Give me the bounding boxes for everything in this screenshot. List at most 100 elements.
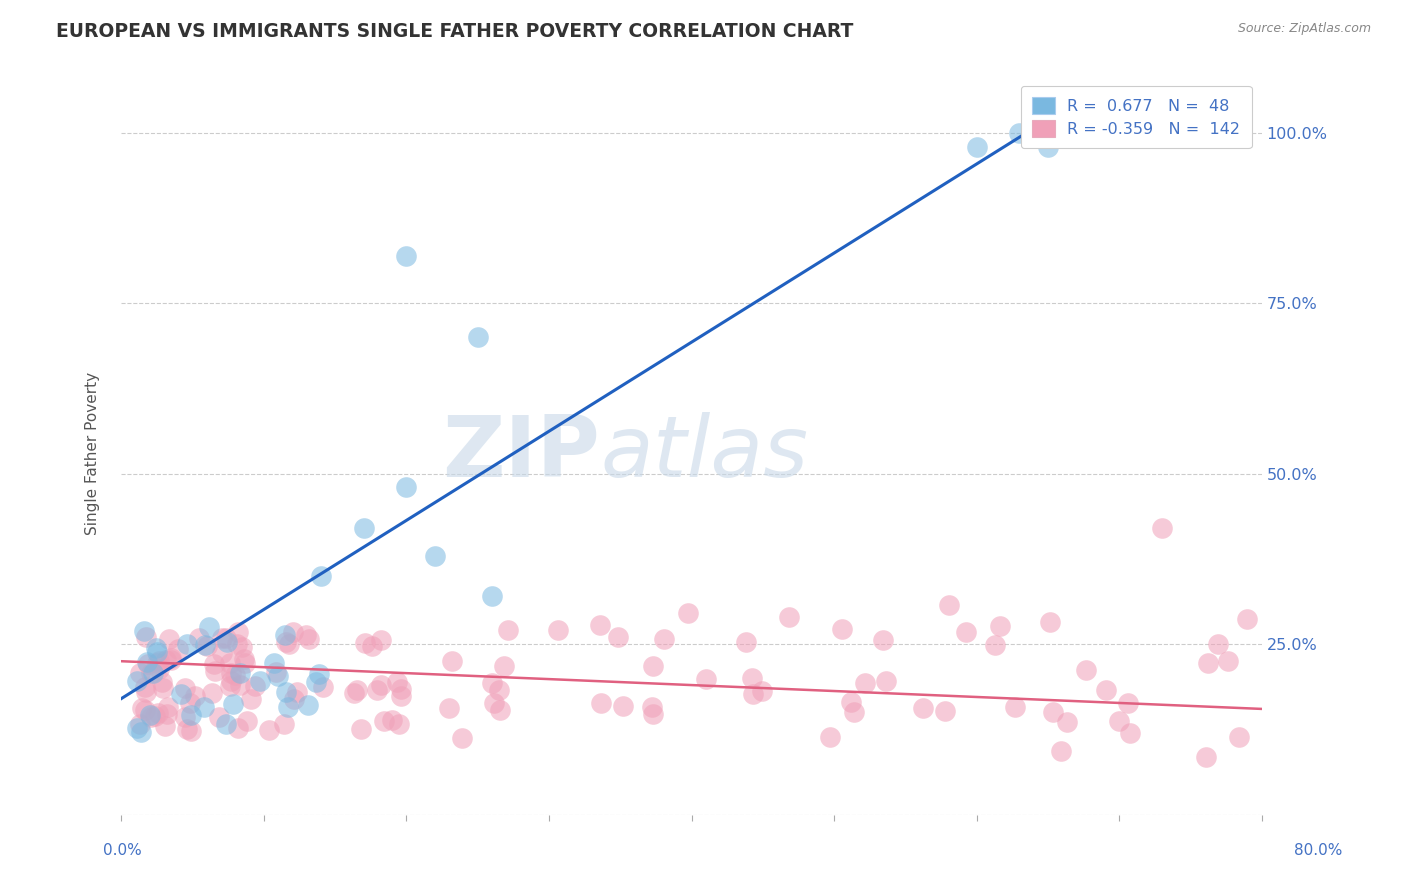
Immigrants [239, 692, 262, 706]
Immigrants [955, 624, 977, 639]
Immigrants [488, 682, 510, 697]
Immigrants [139, 666, 162, 681]
Europeans [145, 640, 167, 655]
Immigrants [236, 714, 259, 728]
Immigrants [152, 681, 174, 695]
Immigrants [1198, 656, 1220, 670]
Immigrants [588, 617, 610, 632]
Immigrants [135, 630, 157, 644]
Immigrants [188, 632, 211, 646]
Immigrants [157, 632, 180, 646]
Immigrants [1095, 682, 1118, 697]
Immigrants [741, 671, 763, 685]
Immigrants [984, 638, 1007, 652]
Europeans [129, 725, 152, 739]
Immigrants [184, 689, 207, 703]
Immigrants [173, 681, 195, 695]
Immigrants [841, 695, 863, 709]
Immigrants [229, 678, 252, 692]
Europeans [276, 684, 298, 698]
Immigrants [231, 640, 253, 655]
Immigrants [155, 653, 177, 667]
Immigrants [233, 652, 256, 666]
Immigrants [1236, 611, 1258, 625]
Legend: R =  0.677   N =  48, R = -0.359   N =  142: R = 0.677 N = 48, R = -0.359 N = 142 [1021, 86, 1251, 148]
Immigrants [131, 701, 153, 715]
Immigrants [853, 676, 876, 690]
Immigrants [312, 680, 335, 694]
Europeans [215, 717, 238, 731]
Immigrants [734, 635, 756, 649]
Europeans [193, 699, 215, 714]
Immigrants [134, 680, 156, 694]
Immigrants [298, 632, 321, 646]
Immigrants [1039, 615, 1062, 629]
Europeans [966, 139, 988, 153]
Europeans [249, 673, 271, 688]
Immigrants [146, 656, 169, 670]
Immigrants [820, 731, 842, 745]
Immigrants [547, 623, 569, 637]
Immigrants [1218, 654, 1240, 668]
Immigrants [482, 696, 505, 710]
Immigrants [134, 703, 156, 717]
Europeans [221, 697, 243, 711]
Immigrants [1050, 744, 1073, 758]
Immigrants [1056, 714, 1078, 729]
Text: Source: ZipAtlas.com: Source: ZipAtlas.com [1237, 22, 1371, 36]
Immigrants [643, 707, 665, 722]
Europeans [139, 708, 162, 723]
Europeans [309, 569, 332, 583]
Europeans [267, 668, 290, 682]
Immigrants [204, 664, 226, 678]
Immigrants [277, 637, 299, 651]
Europeans [308, 666, 330, 681]
Europeans [146, 644, 169, 658]
Europeans [423, 549, 446, 563]
Europeans [170, 687, 193, 701]
Immigrants [228, 624, 250, 639]
Europeans [297, 698, 319, 713]
Immigrants [343, 686, 366, 700]
Text: ZIP: ZIP [443, 412, 600, 495]
Immigrants [437, 701, 460, 715]
Immigrants [1108, 714, 1130, 729]
Immigrants [1042, 706, 1064, 720]
Immigrants [211, 631, 233, 645]
Immigrants [751, 683, 773, 698]
Immigrants [912, 701, 935, 715]
Europeans [135, 656, 157, 670]
Immigrants [219, 657, 242, 671]
Immigrants [591, 696, 613, 710]
Immigrants [1116, 696, 1139, 710]
Y-axis label: Single Father Poverty: Single Father Poverty [86, 372, 100, 535]
Immigrants [233, 657, 256, 671]
Immigrants [245, 679, 267, 693]
Immigrants [143, 709, 166, 723]
Immigrants [129, 717, 152, 731]
Immigrants [201, 685, 224, 699]
Immigrants [612, 699, 634, 714]
Immigrants [652, 632, 675, 646]
Immigrants [226, 637, 249, 651]
Europeans [274, 628, 297, 642]
Immigrants [228, 722, 250, 736]
Immigrants [211, 646, 233, 660]
Immigrants [641, 659, 664, 673]
Europeans [1036, 139, 1059, 153]
Immigrants [148, 654, 170, 668]
Immigrants [139, 709, 162, 723]
Immigrants [778, 610, 800, 624]
Europeans [263, 656, 285, 670]
Immigrants [159, 653, 181, 667]
Europeans [132, 624, 155, 639]
Immigrants [214, 631, 236, 645]
Europeans [125, 721, 148, 735]
Text: atlas: atlas [600, 412, 808, 495]
Immigrants [257, 723, 280, 738]
Immigrants [273, 717, 295, 731]
Immigrants [387, 675, 409, 690]
Europeans [194, 639, 217, 653]
Immigrants [373, 714, 395, 728]
Immigrants [202, 657, 225, 672]
